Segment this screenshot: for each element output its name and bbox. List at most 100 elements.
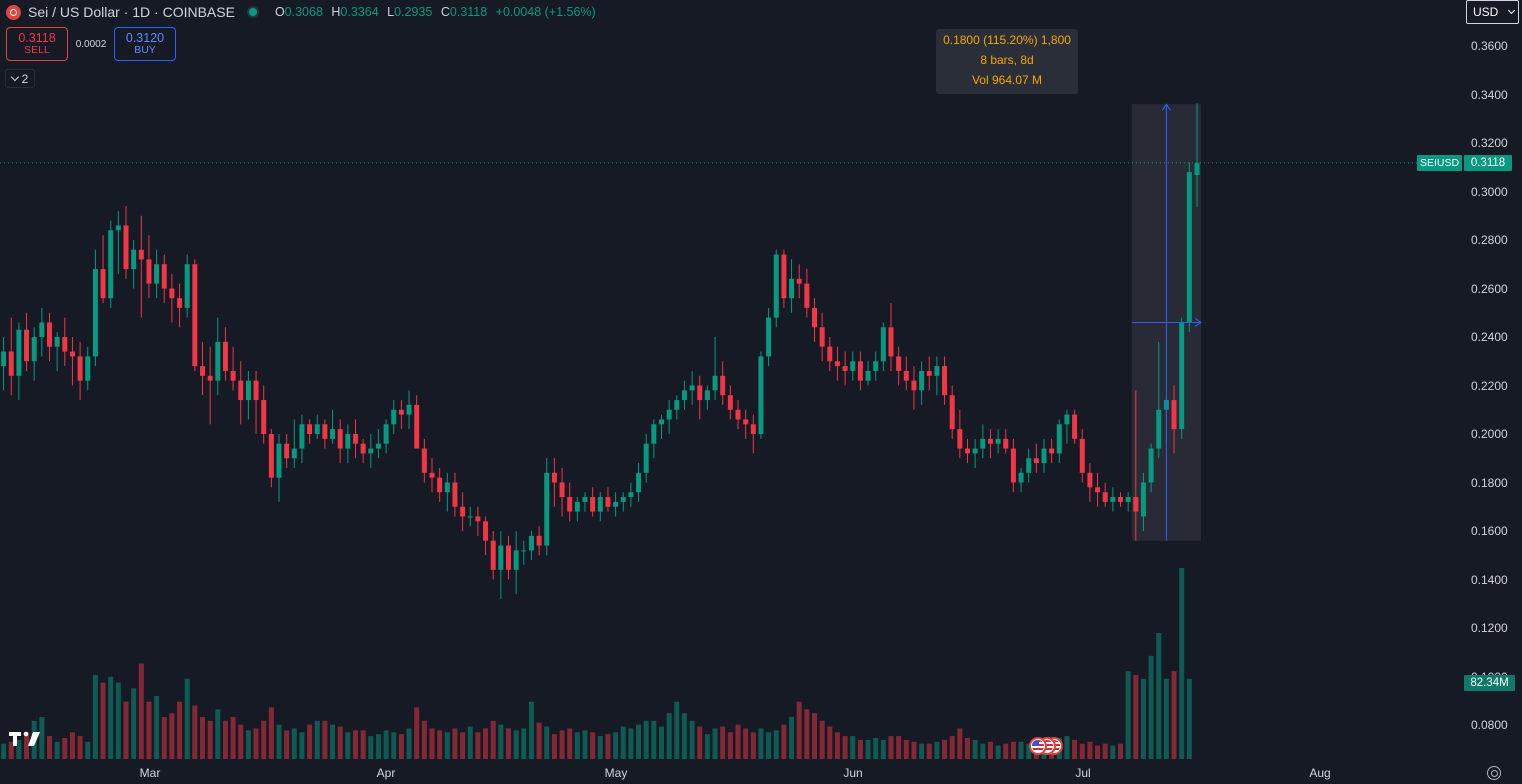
candle[interactable]	[490, 531, 496, 580]
candle[interactable]	[804, 269, 810, 318]
candle[interactable]	[154, 249, 160, 299]
candle[interactable]	[987, 429, 993, 459]
candle[interactable]	[1018, 467, 1024, 493]
candle[interactable]	[177, 283, 183, 328]
candle[interactable]	[842, 351, 848, 386]
candle[interactable]	[1079, 429, 1085, 483]
candle[interactable]	[574, 497, 580, 522]
candle[interactable]	[911, 366, 917, 410]
candle[interactable]	[414, 395, 420, 449]
tradingview-logo-icon[interactable]	[9, 730, 41, 746]
candle[interactable]	[77, 341, 83, 401]
candle[interactable]	[1118, 492, 1123, 507]
candle[interactable]	[919, 361, 925, 405]
candle[interactable]	[238, 361, 244, 425]
currency-select[interactable]: USD	[1466, 0, 1519, 24]
candle[interactable]	[314, 414, 320, 439]
symbol-title[interactable]: Sei / US Dollar · 1D · COINBASE	[28, 4, 235, 20]
candle[interactable]	[62, 317, 68, 367]
candle[interactable]	[1087, 463, 1093, 502]
candle[interactable]	[184, 254, 190, 318]
candle[interactable]	[245, 370, 251, 420]
candle[interactable]	[659, 414, 664, 439]
candle[interactable]	[406, 390, 412, 430]
candle[interactable]	[727, 385, 733, 420]
candle[interactable]	[253, 370, 259, 434]
candle[interactable]	[888, 303, 894, 371]
candle[interactable]	[8, 317, 14, 396]
candle[interactable]	[743, 409, 749, 439]
candle[interactable]	[24, 312, 30, 371]
candle[interactable]	[460, 492, 466, 531]
candle[interactable]	[307, 419, 313, 444]
candle[interactable]	[1026, 448, 1032, 483]
candle[interactable]	[345, 424, 351, 464]
candle[interactable]	[1049, 438, 1055, 464]
candle[interactable]	[54, 332, 60, 371]
candle[interactable]	[330, 409, 336, 444]
candle[interactable]	[506, 535, 511, 580]
candle[interactable]	[322, 419, 328, 449]
candle[interactable]	[337, 419, 343, 464]
candle[interactable]	[207, 346, 213, 425]
candle[interactable]	[1041, 438, 1047, 473]
candle[interactable]	[567, 482, 573, 522]
candle[interactable]	[368, 434, 374, 468]
candle[interactable]	[766, 307, 772, 367]
candle[interactable]	[651, 419, 657, 459]
candle[interactable]	[261, 385, 267, 444]
candle[interactable]	[697, 375, 703, 420]
candle[interactable]	[590, 487, 596, 517]
candle[interactable]	[353, 419, 358, 459]
candle[interactable]	[1194, 103, 1200, 208]
candle[interactable]	[773, 249, 779, 328]
candle[interactable]	[1179, 317, 1185, 439]
candle[interactable]	[1133, 390, 1139, 541]
candle[interactable]	[268, 429, 274, 488]
buy-button[interactable]: 0.3120 BUY	[114, 27, 176, 61]
candle[interactable]	[1010, 438, 1016, 493]
candle[interactable]	[1, 337, 7, 391]
candle[interactable]	[750, 414, 756, 454]
candle[interactable]	[819, 312, 825, 362]
candle[interactable]	[712, 337, 718, 401]
candle[interactable]	[230, 346, 236, 391]
market-open-dot-icon[interactable]	[246, 6, 259, 18]
candle[interactable]	[284, 434, 290, 468]
candle[interactable]	[857, 351, 863, 391]
candle[interactable]	[1110, 487, 1116, 512]
candle[interactable]	[628, 482, 634, 507]
candle[interactable]	[521, 540, 527, 565]
candle[interactable]	[291, 419, 297, 468]
candle[interactable]	[391, 400, 397, 434]
candle[interactable]	[222, 327, 228, 381]
candle[interactable]	[551, 458, 557, 507]
candle[interactable]	[865, 361, 871, 386]
candle[interactable]	[528, 531, 534, 561]
candle[interactable]	[827, 337, 833, 371]
candle[interactable]	[192, 259, 198, 371]
candle[interactable]	[437, 467, 443, 502]
candle[interactable]	[108, 220, 114, 308]
candle[interactable]	[980, 424, 986, 459]
candle[interactable]	[735, 400, 741, 430]
candle[interactable]	[138, 215, 144, 318]
candle[interactable]	[215, 317, 221, 396]
candle[interactable]	[934, 356, 940, 396]
candle[interactable]	[1064, 409, 1070, 444]
candle[interactable]	[597, 492, 603, 522]
candle[interactable]	[620, 492, 626, 512]
candle[interactable]	[161, 254, 167, 304]
candle[interactable]	[16, 322, 22, 401]
candle[interactable]	[483, 516, 489, 556]
candle[interactable]	[704, 385, 710, 410]
candle[interactable]	[513, 531, 519, 595]
candle[interactable]	[123, 206, 129, 279]
candle[interactable]	[582, 492, 588, 512]
candle[interactable]	[115, 210, 121, 274]
candle[interactable]	[681, 380, 687, 410]
candle[interactable]	[605, 487, 611, 512]
candle[interactable]	[613, 492, 619, 517]
candle[interactable]	[467, 506, 473, 527]
